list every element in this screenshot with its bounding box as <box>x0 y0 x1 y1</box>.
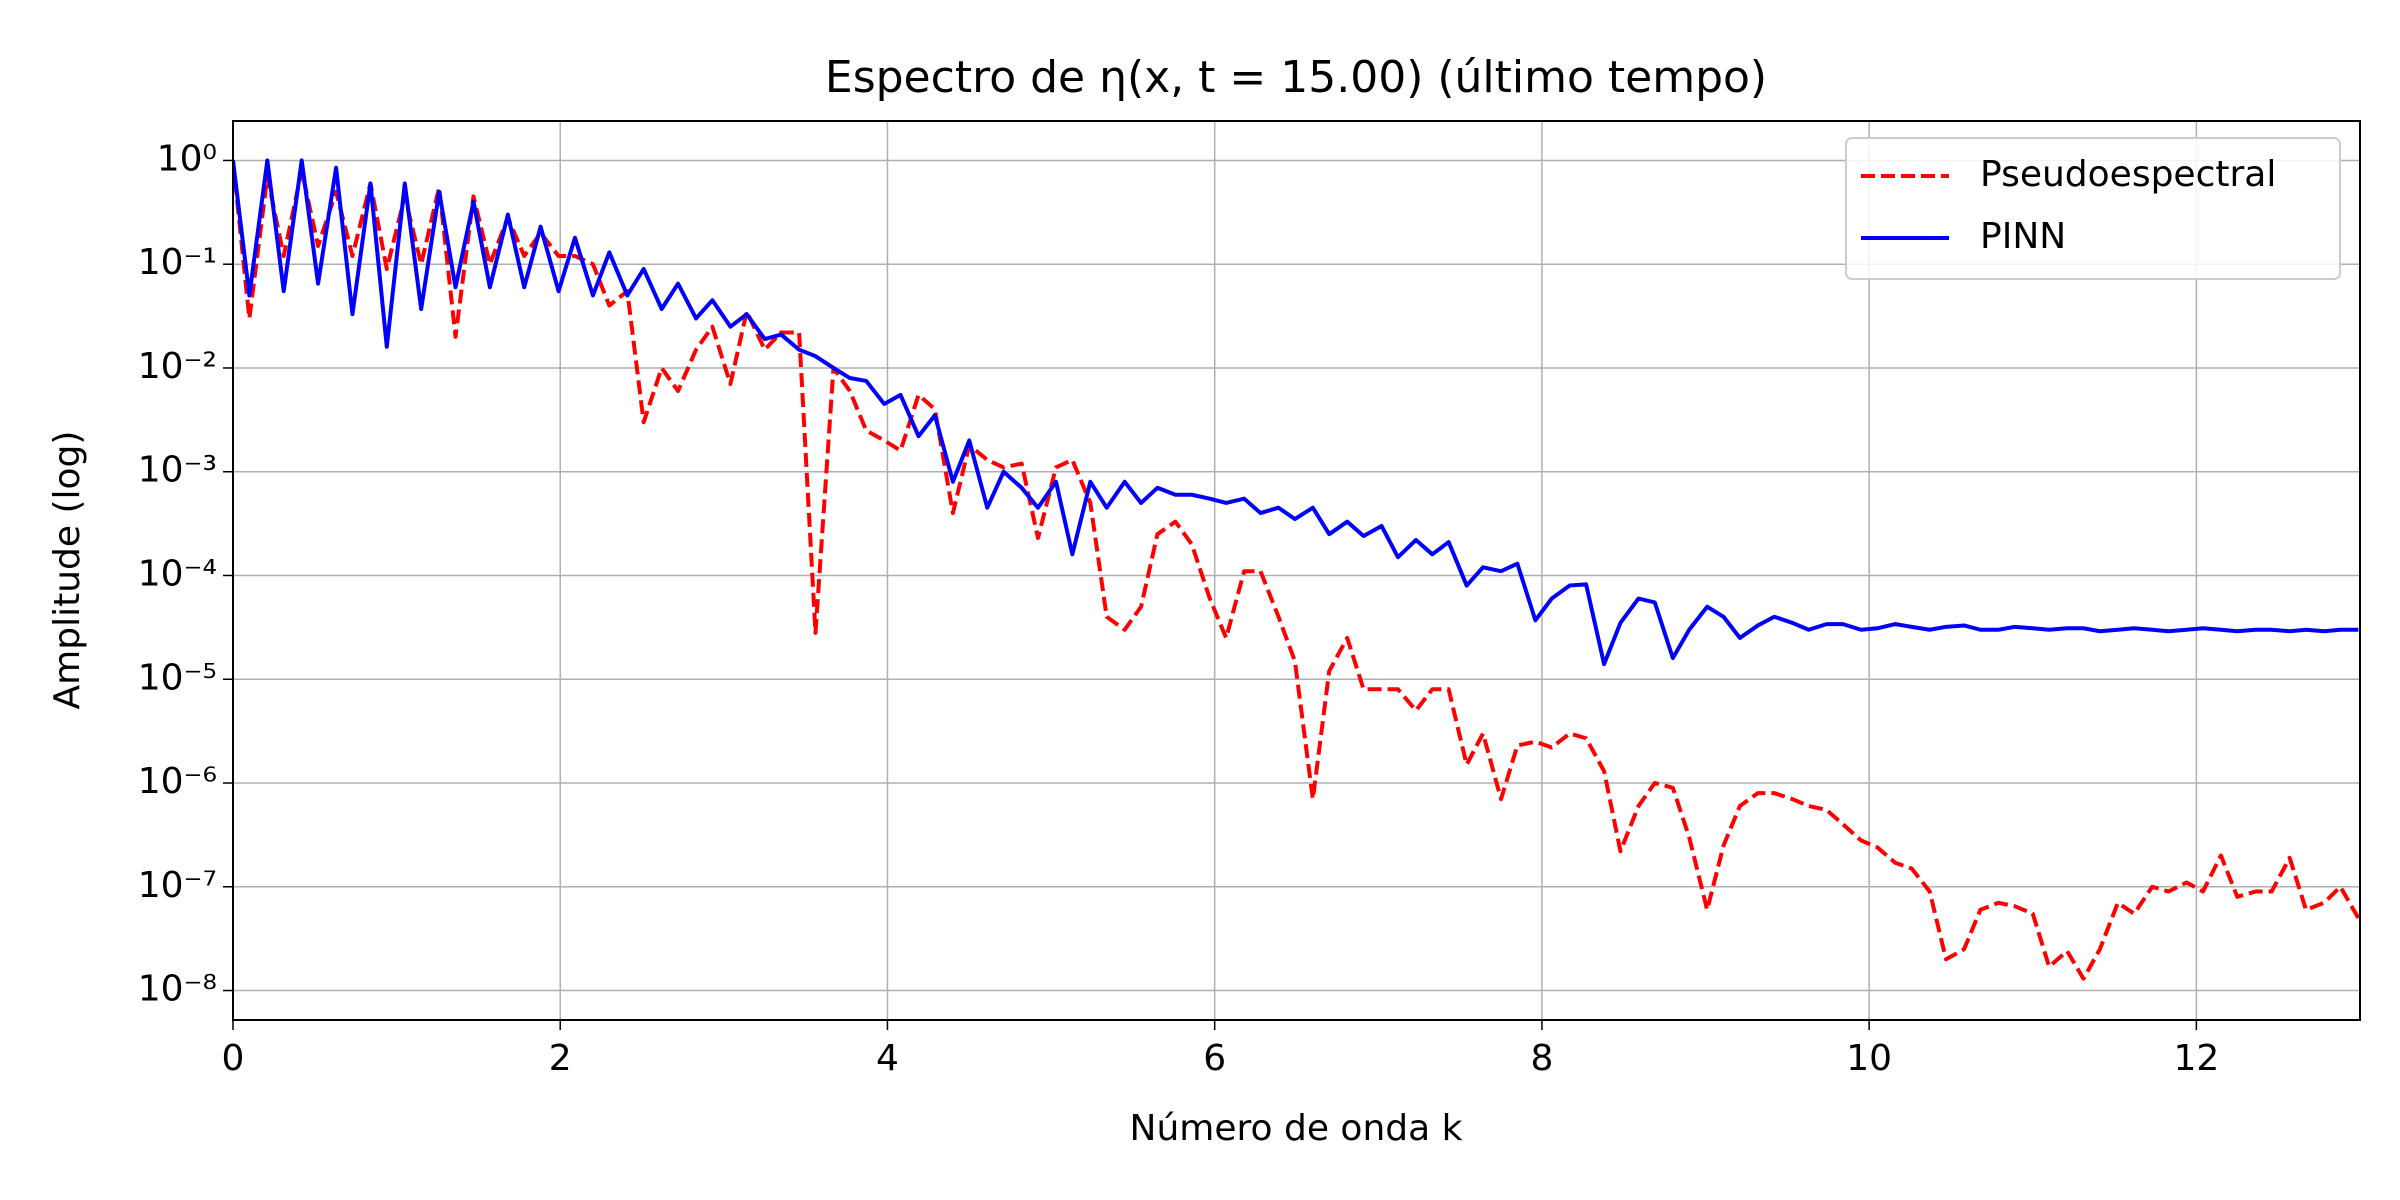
series-line <box>233 160 2360 981</box>
y-axis-label: Amplitude (log) <box>47 431 88 710</box>
x-tick-label: 4 <box>876 1038 899 1079</box>
y-tick-label: 10⁻³ <box>138 450 217 491</box>
x-tick-label: 10 <box>1846 1038 1892 1079</box>
x-tick-label: 12 <box>2173 1038 2219 1079</box>
y-tick-label: 10⁻¹ <box>138 242 217 283</box>
x-tick-label: 2 <box>549 1038 572 1079</box>
legend-box <box>1845 137 2341 280</box>
series-line <box>233 158 2359 667</box>
chart-title: Espectro de η(x, t = 15.00) (último temp… <box>825 52 1767 103</box>
y-tick-label: 10⁻⁷ <box>138 865 217 906</box>
y-tick-label: 10⁻⁸ <box>138 969 217 1010</box>
x-tick-label: 8 <box>1530 1038 1553 1079</box>
x-tick-label: 6 <box>1203 1038 1226 1079</box>
y-tick-label: 10⁻⁵ <box>138 657 217 698</box>
y-tick-label: 10⁻⁴ <box>138 553 217 594</box>
legend-label: Pseudoespectral <box>1980 154 2276 195</box>
y-tick-label: 10⁻² <box>138 346 217 387</box>
x-tick-label: 0 <box>222 1038 245 1079</box>
x-axis-label: Número de onda k <box>1130 1108 1463 1149</box>
y-tick-label: 10⁻⁶ <box>138 761 217 802</box>
y-tick-label: 10⁰ <box>157 138 217 179</box>
plot-frame <box>232 120 2361 1021</box>
legend-label: PINN <box>1980 216 2066 257</box>
